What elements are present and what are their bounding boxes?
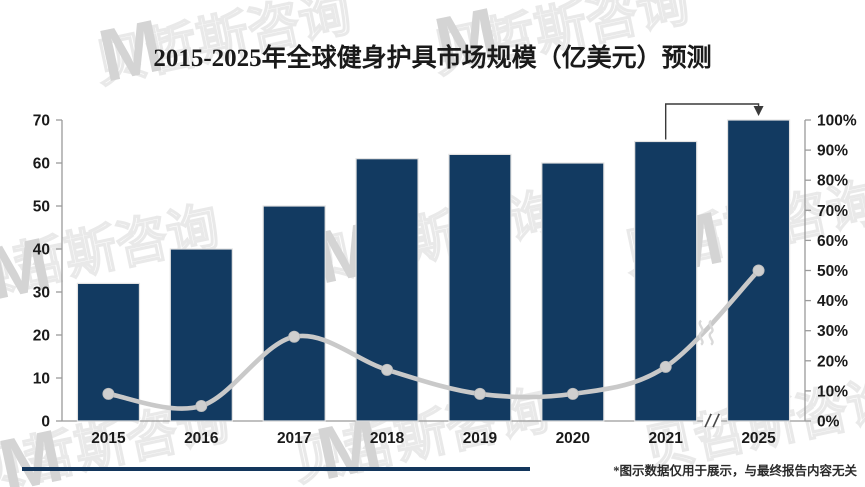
y-axis-left-tick-label: 70 (33, 113, 50, 130)
y-axis-right-tick-label: 0% (817, 414, 840, 431)
y-axis-right-tick-label: 30% (817, 323, 848, 340)
chart-footnote: *图示数据仅用于展示，与最终报告内容无关 (613, 464, 857, 478)
y-axis-right-tick-label: 100% (817, 113, 857, 130)
y-axis-right-tick-label: 90% (817, 143, 848, 160)
line-marker-2019[interactable] (473, 387, 486, 400)
x-axis-break-mark (704, 413, 712, 428)
y-axis-left-tick-label: 40 (33, 242, 50, 259)
bar-2019[interactable] (448, 153, 512, 422)
y-axis-right-tick-label: 80% (817, 173, 848, 190)
growth-arrow-path (664, 103, 760, 140)
bar-2017[interactable] (262, 205, 326, 422)
x-axis-label-2021: 2021 (648, 430, 683, 447)
y-axis-left-tick-label: 60 (33, 156, 50, 173)
x-axis-label-2015: 2015 (91, 430, 126, 447)
y-axis-left-tick-label: 0 (41, 414, 50, 431)
chart-title: 2015-2025年全球健身护具市场规模（亿美元）预测 (153, 45, 712, 72)
y-axis-left-tick-label: 50 (33, 199, 50, 216)
bar-2021[interactable] (634, 140, 698, 422)
y-axis-right-tick-label: 20% (817, 353, 848, 370)
line-break-mark (708, 319, 714, 346)
bar-2020[interactable] (541, 162, 605, 422)
x-axis-break-mark (712, 413, 720, 428)
y-axis-left-tick-label: 10 (33, 371, 50, 388)
x-axis-label-2025: 2025 (741, 430, 776, 447)
x-axis-label-2018: 2018 (370, 430, 405, 447)
bottom-divider (22, 467, 530, 471)
x-axis-label-2016: 2016 (184, 430, 219, 447)
growth-arrow-head (753, 106, 764, 116)
x-axis-break-gap (703, 415, 722, 426)
line-marker-2021[interactable] (659, 360, 672, 373)
line-marker-2015[interactable] (102, 387, 115, 400)
y-axis-right-tick-label: 40% (817, 293, 848, 310)
line-marker-2016[interactable] (195, 399, 208, 412)
y-axis-left-tick-label: 20 (33, 328, 50, 345)
x-axis-label-2017: 2017 (277, 430, 311, 447)
y-axis-right-tick-label: 10% (817, 383, 848, 400)
line-marker-2017[interactable] (288, 330, 301, 343)
x-axis-label-2020: 2020 (556, 430, 590, 447)
bar-2018[interactable] (355, 158, 419, 422)
x-axis-label-2019: 2019 (463, 430, 498, 447)
line-marker-2018[interactable] (381, 363, 394, 376)
line-marker-2025[interactable] (752, 264, 765, 277)
y-axis-right-tick-label: 50% (817, 263, 848, 280)
y-axis-right-tick-label: 70% (817, 203, 848, 220)
line-break-mark (698, 319, 704, 346)
y-axis-left-tick-label: 30 (33, 285, 50, 302)
y-axis-right-tick-label: 60% (817, 233, 848, 250)
line-marker-2020[interactable] (566, 387, 579, 400)
